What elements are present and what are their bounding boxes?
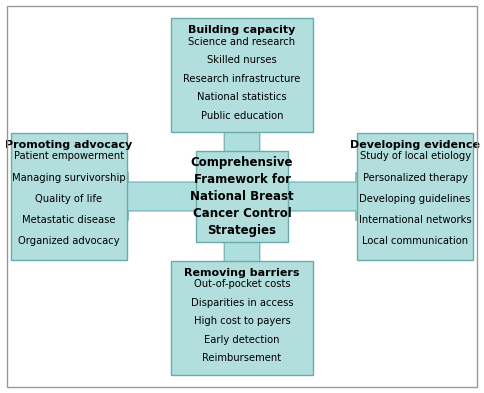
Text: Organized advocacy: Organized advocacy xyxy=(18,236,120,246)
Text: Study of local etiology: Study of local etiology xyxy=(360,151,470,162)
Text: Personalized therapy: Personalized therapy xyxy=(363,173,468,183)
Text: Managing survivorship: Managing survivorship xyxy=(12,173,126,183)
Text: High cost to payers: High cost to payers xyxy=(194,316,290,327)
Polygon shape xyxy=(212,106,272,196)
Text: Building capacity: Building capacity xyxy=(188,25,296,35)
Text: Local communication: Local communication xyxy=(362,236,468,246)
Text: Comprehensive
Framework for
National Breast
Cancer Control
Strategies: Comprehensive Framework for National Bre… xyxy=(190,156,294,237)
Text: Developing guidelines: Developing guidelines xyxy=(360,194,471,204)
Text: Developing evidence: Developing evidence xyxy=(350,140,480,150)
Text: Research infrastructure: Research infrastructure xyxy=(183,74,301,84)
FancyBboxPatch shape xyxy=(11,133,127,260)
Text: Patient empowerment: Patient empowerment xyxy=(14,151,124,162)
Text: Reimbursement: Reimbursement xyxy=(202,353,282,364)
Text: National statistics: National statistics xyxy=(197,92,287,102)
Text: Skilled nurses: Skilled nurses xyxy=(207,55,277,65)
Polygon shape xyxy=(107,173,242,220)
FancyBboxPatch shape xyxy=(196,151,288,242)
Polygon shape xyxy=(224,182,260,211)
Text: Disparities in access: Disparities in access xyxy=(191,298,293,308)
Text: Science and research: Science and research xyxy=(188,37,296,47)
Text: International networks: International networks xyxy=(359,215,471,225)
Text: Promoting advocacy: Promoting advocacy xyxy=(5,140,133,150)
Polygon shape xyxy=(242,173,377,220)
Text: Quality of life: Quality of life xyxy=(35,194,103,204)
Text: Removing barriers: Removing barriers xyxy=(184,268,300,278)
FancyBboxPatch shape xyxy=(357,133,473,260)
Text: Out-of-pocket costs: Out-of-pocket costs xyxy=(194,279,290,290)
Polygon shape xyxy=(212,196,272,287)
FancyBboxPatch shape xyxy=(171,261,313,375)
Text: Metastatic disease: Metastatic disease xyxy=(22,215,116,225)
Text: Public education: Public education xyxy=(201,111,283,121)
FancyBboxPatch shape xyxy=(171,18,313,132)
Text: Early detection: Early detection xyxy=(204,335,280,345)
